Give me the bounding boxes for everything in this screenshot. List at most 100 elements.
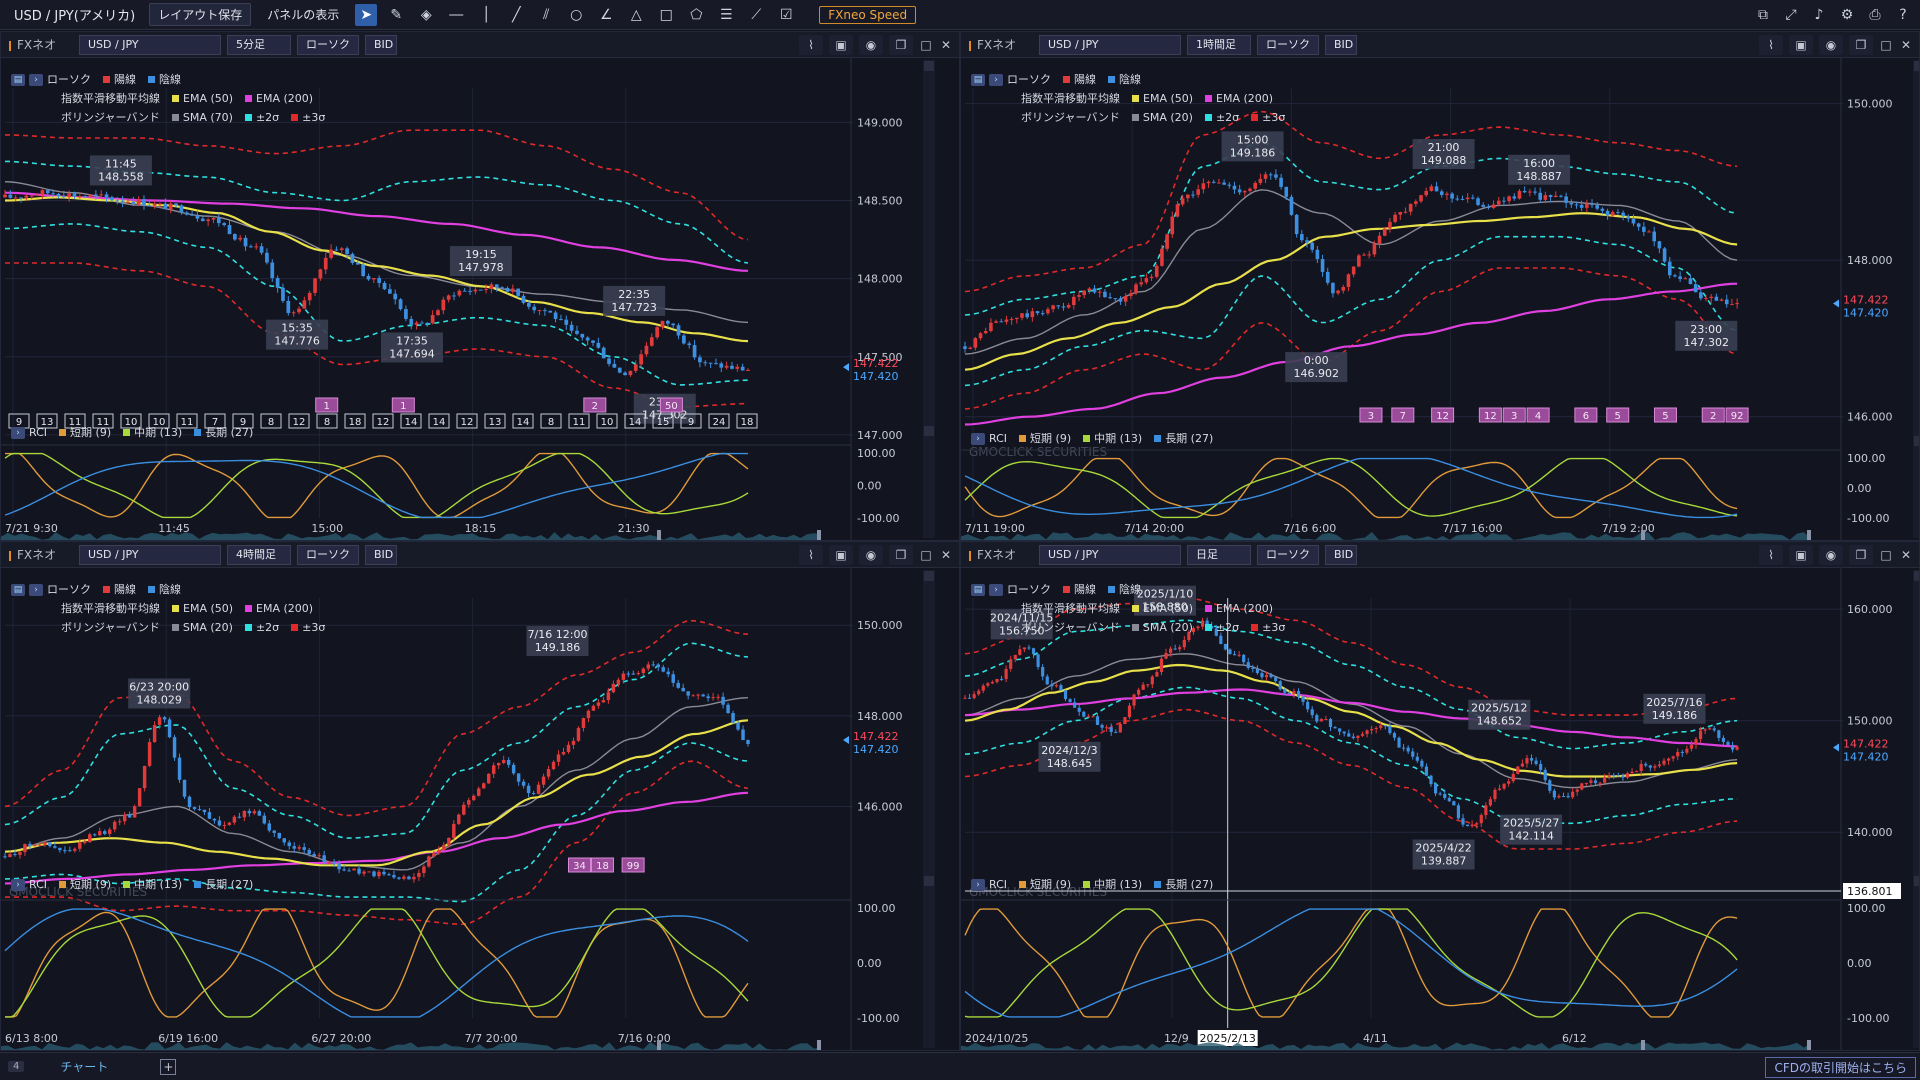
indicator-icon[interactable]: ⌇ xyxy=(1759,35,1783,55)
camera-icon[interactable]: ◉ xyxy=(1819,35,1843,55)
candle-body xyxy=(1178,647,1182,650)
horizontal-line-tool-icon[interactable]: ― xyxy=(449,6,464,23)
rci-axis-label: 100.00 xyxy=(857,902,896,915)
window-icon[interactable]: ❐ xyxy=(1849,35,1873,55)
candle-body xyxy=(1559,195,1563,197)
cursor-tool-icon[interactable]: ➤ xyxy=(355,3,378,26)
timeframe-select[interactable]: 5分足 xyxy=(227,34,291,55)
window-icon[interactable]: ❐ xyxy=(889,35,913,55)
rci-expand-icon[interactable]: › xyxy=(11,878,25,891)
triangle-tool-icon[interactable]: △ xyxy=(630,6,642,23)
vertical-line-tool-icon[interactable]: │ xyxy=(482,6,491,23)
price-side-select[interactable]: BID xyxy=(1325,544,1357,565)
comment-icon[interactable]: ▤ xyxy=(971,583,985,596)
fill-eraser-tool-icon[interactable]: ◈ xyxy=(420,6,432,23)
camera-icon[interactable]: ◉ xyxy=(859,35,883,55)
close-icon[interactable]: ✕ xyxy=(940,548,952,562)
add-tab-icon[interactable]: + xyxy=(160,1058,177,1075)
window-icon[interactable]: ❐ xyxy=(889,545,913,565)
bell-icon[interactable]: ♪ xyxy=(1814,7,1824,23)
camera-icon[interactable]: ◉ xyxy=(859,545,883,565)
timeframe-select[interactable]: 4時間足 xyxy=(227,544,291,565)
chart-canvas[interactable]: 150.000 148.000 146.000 6/13 8:00 6/19 16:00… xyxy=(1,568,960,1051)
print-icon[interactable]: ⎙ xyxy=(1869,7,1881,23)
candle-body xyxy=(355,262,360,265)
comment-icon[interactable]: ▤ xyxy=(971,73,985,86)
count-badge xyxy=(64,413,86,429)
fibonacci-tool-icon[interactable]: ☰ xyxy=(720,6,733,23)
crosshair-price-box xyxy=(1843,883,1901,899)
eraser-tool-icon[interactable]: ✎ xyxy=(390,6,403,23)
pair-select[interactable]: USD / JPY xyxy=(79,544,221,565)
pair-select[interactable]: USD / JPY xyxy=(1039,544,1181,565)
pentagon-tool-icon[interactable]: ⬠ xyxy=(690,6,703,23)
chart-canvas[interactable]: 150.000 148.000 146.000 7/11 19:00 7/14 20:0… xyxy=(961,58,1920,541)
close-icon[interactable]: ✕ xyxy=(1900,548,1912,562)
maximize-icon[interactable]: □ xyxy=(920,548,932,562)
gear-icon[interactable]: ⚙ xyxy=(1840,7,1854,23)
chart-settings-icon[interactable]: ▣ xyxy=(829,545,853,565)
chart-settings-icon[interactable]: ▣ xyxy=(1789,35,1813,55)
candle-body xyxy=(1072,296,1076,306)
checkbox-tool-icon[interactable]: ☑ xyxy=(780,6,793,23)
channel-tool-icon[interactable]: ⫽ xyxy=(543,6,550,23)
panel-display-button[interactable]: パネルの表示 xyxy=(267,8,340,22)
window-icon[interactable]: ❐ xyxy=(1849,545,1873,565)
price-side-select[interactable]: BID xyxy=(1325,34,1357,55)
chart-kind-select[interactable]: ローソク xyxy=(1257,544,1319,565)
indicator-icon[interactable]: ⌇ xyxy=(1759,545,1783,565)
tab-chart[interactable]: チャート xyxy=(60,1060,109,1074)
close-icon[interactable]: ✕ xyxy=(940,38,952,52)
chart-kind-select[interactable]: ローソク xyxy=(297,34,359,55)
chart-kind-select[interactable]: ローソク xyxy=(297,544,359,565)
layout-save-button[interactable]: レイアウト保存 xyxy=(149,3,252,26)
expand-icon[interactable]: › xyxy=(989,73,1003,86)
rci-expand-icon[interactable]: › xyxy=(971,878,985,891)
chart-canvas[interactable]: 160.000 150.000 140.000 2024/10/25 12/9 4/11 6… xyxy=(961,568,1920,1051)
pitchfork-tool-icon[interactable]: ⟋ xyxy=(751,6,762,23)
chart-panel-5min: FXネオ USD / JPY 5分足 ローソク BID ⌇ ▣ ◉ ❐ □ ✕ … xyxy=(0,31,960,541)
comment-icon[interactable]: ▤ xyxy=(11,583,25,596)
chart-settings-icon[interactable]: ▣ xyxy=(1789,545,1813,565)
camera-icon[interactable]: ◉ xyxy=(1819,545,1843,565)
chart-canvas[interactable]: 149.000 148.500 148.000 147.500 147.000 7/21 … xyxy=(1,58,960,541)
angle-tool-icon[interactable]: ∠ xyxy=(600,6,613,23)
price-annotation-box xyxy=(526,626,589,657)
rci-expand-icon[interactable]: › xyxy=(11,426,25,439)
candle-body xyxy=(1479,815,1483,824)
rectangle-tool-icon[interactable]: □ xyxy=(659,6,673,23)
circle-tool-icon[interactable]: ○ xyxy=(570,6,583,23)
price-side-select[interactable]: BID xyxy=(365,544,397,565)
expand-icon[interactable]: › xyxy=(29,583,43,596)
indicator-icon[interactable]: ⌇ xyxy=(799,35,823,55)
rci-axis-label: 100.00 xyxy=(1847,902,1886,915)
timeframe-select[interactable]: 1時間足 xyxy=(1187,34,1251,55)
close-icon[interactable]: ✕ xyxy=(1900,38,1912,52)
annotation-time: 16:00 xyxy=(1523,157,1555,170)
maximize-icon[interactable]: □ xyxy=(1880,548,1892,562)
maximize-icon[interactable]: □ xyxy=(1880,38,1892,52)
expand-icon[interactable]: › xyxy=(989,583,1003,596)
indicator-icon[interactable]: ⌇ xyxy=(799,545,823,565)
candle-body xyxy=(994,321,998,323)
fullscreen-icon[interactable]: ⤢ xyxy=(1785,7,1797,23)
window-layout-icon[interactable]: ⧉ xyxy=(1758,7,1768,23)
fxneo-speed-button[interactable]: FXneo Speed xyxy=(819,5,917,24)
candle-body xyxy=(182,779,187,797)
cfd-start-link[interactable]: CFDの取引開始はこちら xyxy=(1765,1057,1916,1078)
help-icon[interactable]: ? xyxy=(1899,7,1907,23)
maximize-icon[interactable]: □ xyxy=(920,38,932,52)
candle-body xyxy=(1328,718,1333,728)
chart-kind-select[interactable]: ローソク xyxy=(1257,34,1319,55)
pair-select[interactable]: USD / JPY xyxy=(79,34,221,55)
expand-icon[interactable]: › xyxy=(29,73,43,86)
price-side-select[interactable]: BID xyxy=(365,34,397,55)
chart-settings-icon[interactable]: ▣ xyxy=(829,35,853,55)
count-badge xyxy=(652,413,674,429)
rci-expand-icon[interactable]: › xyxy=(971,432,985,445)
trend-line-tool-icon[interactable]: ╱ xyxy=(512,6,521,23)
candle-body xyxy=(671,323,676,326)
timeframe-select[interactable]: 日足 xyxy=(1187,544,1251,565)
pair-select[interactable]: USD / JPY xyxy=(1039,34,1181,55)
comment-icon[interactable]: ▤ xyxy=(11,73,25,86)
